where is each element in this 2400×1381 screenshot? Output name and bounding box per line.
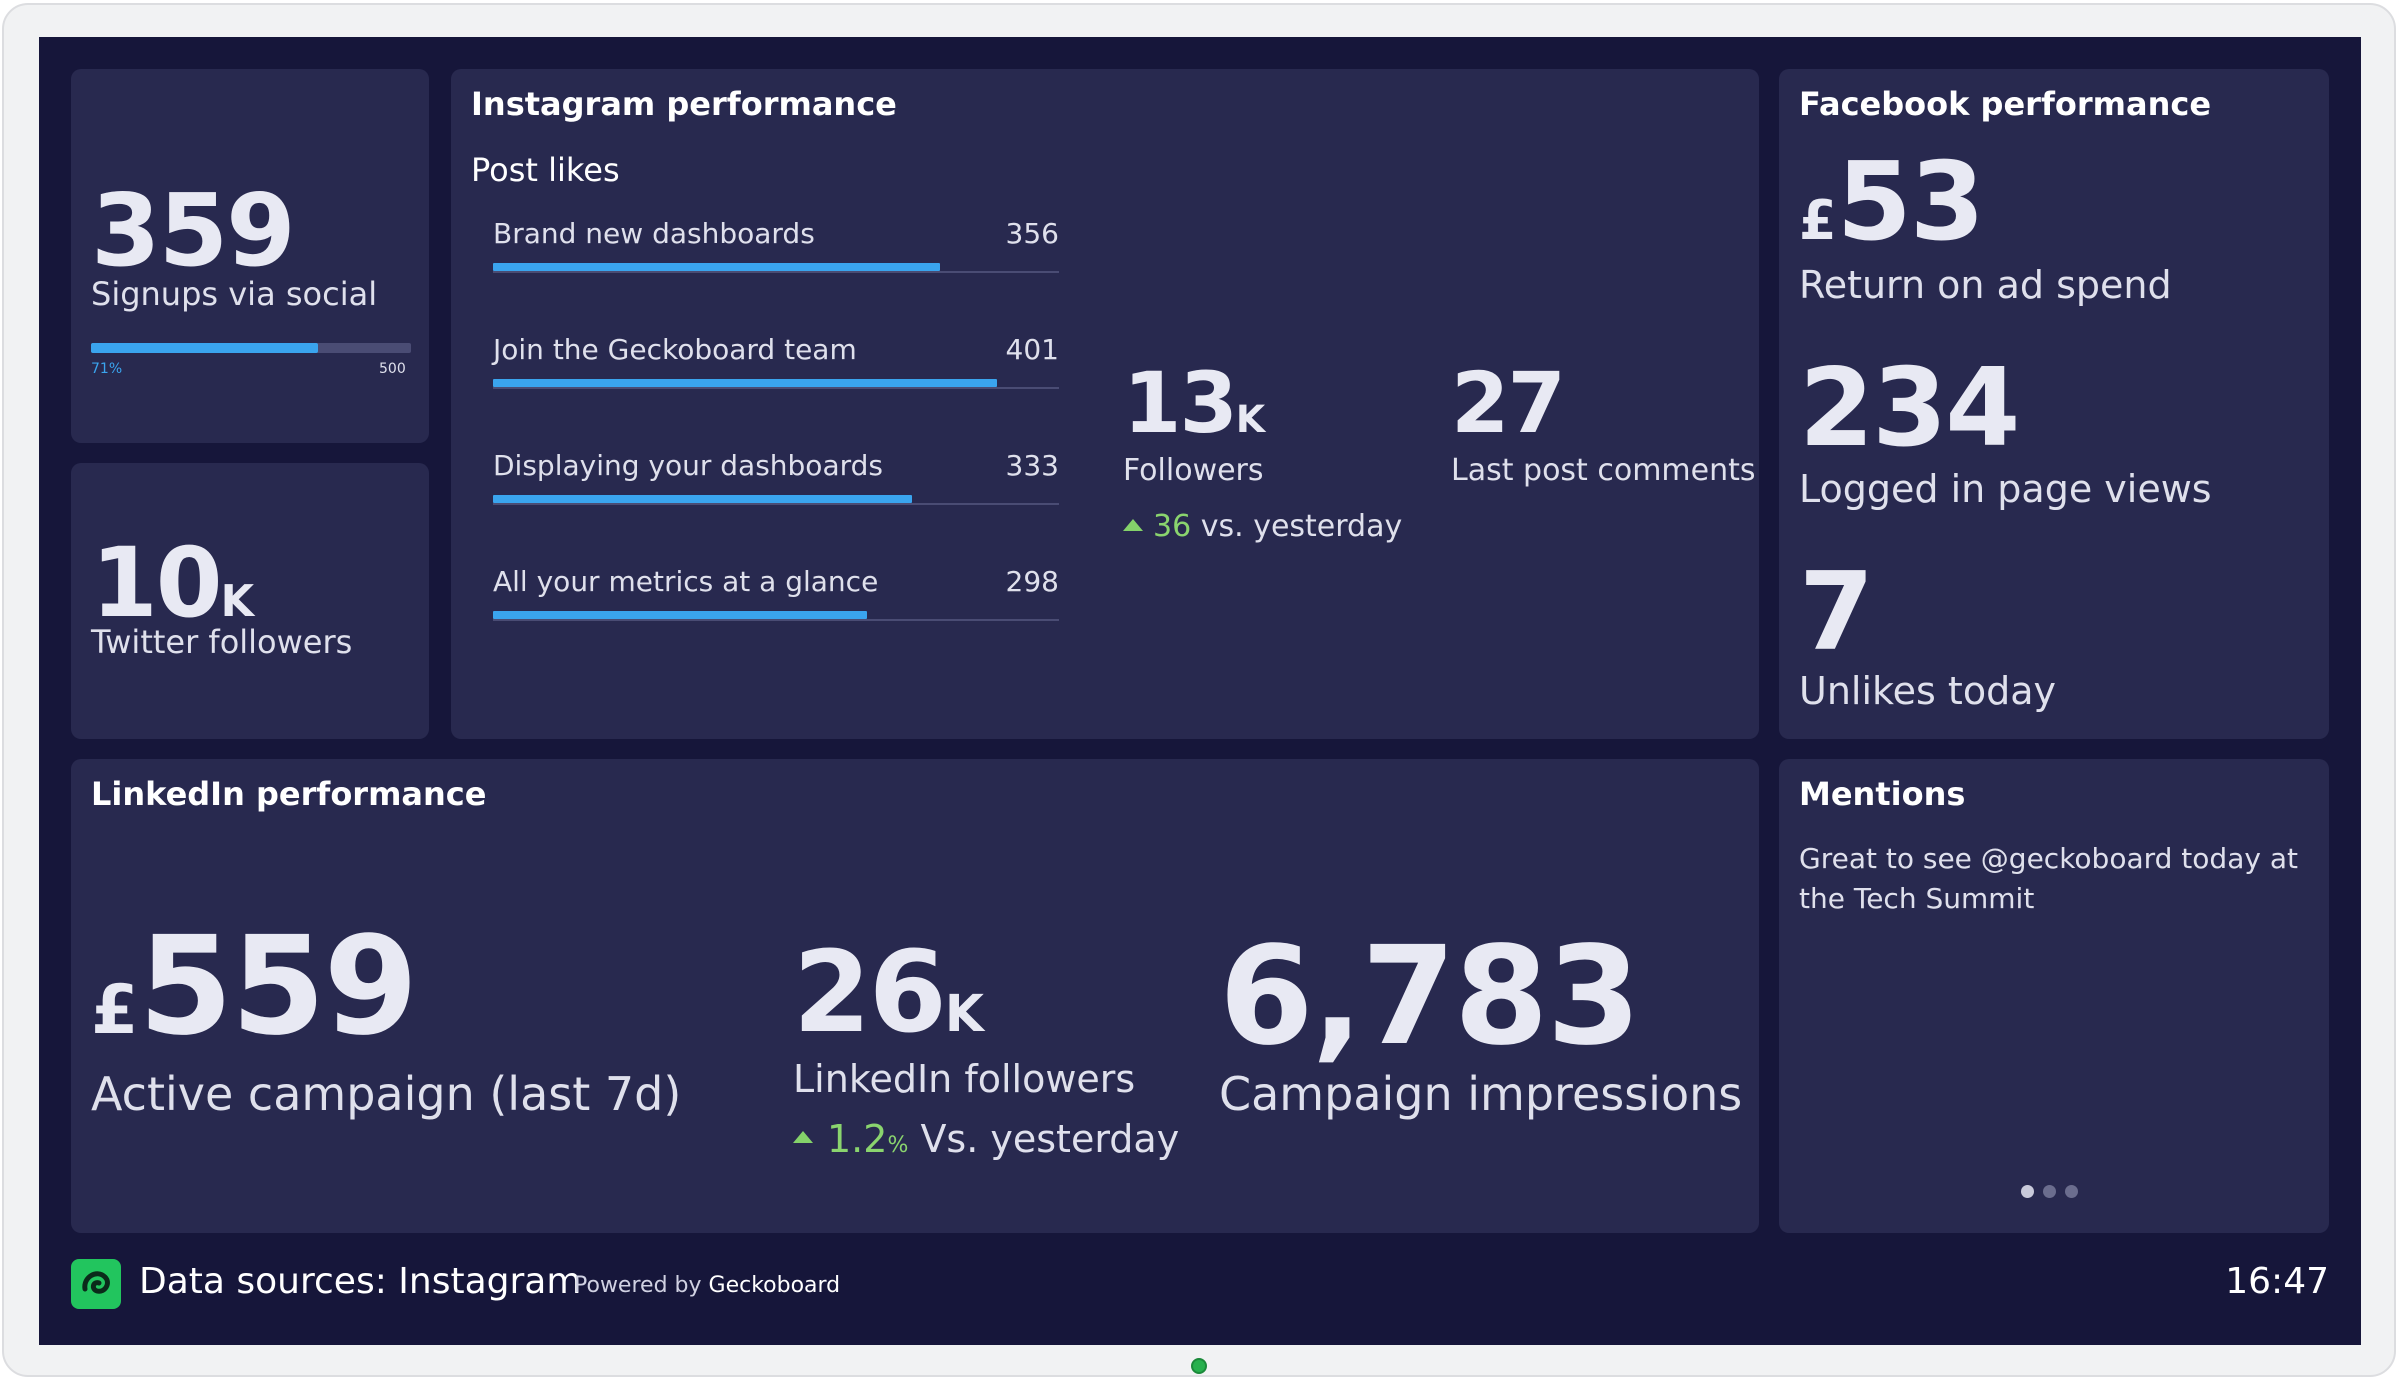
- signups-value: 359: [91, 172, 296, 289]
- instagram-widget: Instagram performance Post likes Brand n…: [451, 69, 1759, 739]
- roas-currency: £: [1799, 189, 1837, 252]
- twitter-suffix: K: [220, 577, 255, 627]
- post-bar-track: [493, 387, 1059, 389]
- page-dot[interactable]: [2043, 1185, 2056, 1198]
- instagram-title: Instagram performance: [471, 85, 897, 123]
- twitter-widget: 10K Twitter followers: [71, 463, 429, 739]
- campaign-label: Active campaign (last 7d): [91, 1067, 682, 1121]
- post-label: Displaying your dashboards: [493, 449, 883, 482]
- powered-by: Powered by Geckoboard: [574, 1273, 840, 1298]
- campaign-value: £559: [91, 919, 418, 1055]
- linkedin-followers-delta: 1.2% Vs. yesterday: [827, 1117, 1179, 1161]
- post-value: 298: [1005, 565, 1059, 598]
- post-bar-track: [493, 503, 1059, 505]
- post-bar: [493, 379, 997, 387]
- signups-progress-fill: [91, 343, 319, 353]
- signups-goal-label: 500: [379, 361, 406, 377]
- post-bar-track: [493, 271, 1059, 273]
- mentions-widget: Mentions Great to see @geckoboard today …: [1779, 759, 2329, 1233]
- page-views-label: Logged in page views: [1799, 467, 2212, 511]
- power-led: [1191, 1358, 1207, 1374]
- linkedin-delta-value: 1.2: [827, 1117, 888, 1161]
- impressions-value: 6,783: [1219, 918, 1641, 1076]
- post-value: 401: [1005, 333, 1059, 366]
- geckoboard-logo-icon: [71, 1259, 121, 1309]
- signups-label: Signups via social: [91, 275, 378, 313]
- powered-prefix: Powered by: [574, 1273, 702, 1298]
- mention-text: Great to see @geckoboard today at the Te…: [1799, 842, 2298, 915]
- post-label: Brand new dashboards: [493, 217, 815, 250]
- followers-number: 13: [1123, 354, 1238, 452]
- signups-progress-label: 71%: [91, 361, 123, 377]
- roas-value: £53: [1799, 149, 1985, 257]
- post-value: 356: [1005, 217, 1059, 250]
- page-dot-active[interactable]: [2021, 1185, 2034, 1198]
- trend-up-icon: [793, 1131, 813, 1143]
- post-value: 333: [1005, 449, 1059, 482]
- followers-delta-value: 36: [1153, 509, 1192, 544]
- campaign-number: 559: [138, 908, 418, 1066]
- trend-up-icon: [1123, 519, 1143, 531]
- roas-label: Return on ad spend: [1799, 263, 2172, 307]
- twitter-value: 10K: [91, 535, 254, 631]
- post-label: All your metrics at a glance: [493, 565, 879, 598]
- powered-brand: Geckoboard: [708, 1273, 841, 1298]
- post-likes-title: Post likes: [471, 151, 620, 189]
- data-sources-label: Data sources: Instagram: [139, 1261, 582, 1302]
- page-views-value: 234: [1799, 346, 2020, 471]
- campaign-currency: £: [91, 971, 139, 1050]
- instagram-followers-label: Followers: [1123, 453, 1264, 488]
- twitter-number: 10: [91, 527, 223, 639]
- post-bar: [493, 263, 941, 271]
- linkedin-followers-suffix: K: [944, 984, 984, 1043]
- comments-label: Last post comments: [1451, 453, 1756, 488]
- mentions-title: Mentions: [1799, 775, 1966, 813]
- linkedin-title: LinkedIn performance: [91, 775, 487, 813]
- followers-delta-label: vs. yesterday: [1200, 509, 1403, 544]
- instagram-followers-value: 13K: [1123, 361, 1265, 445]
- post-bar-track: [493, 619, 1059, 621]
- signups-progress-track: [91, 343, 411, 353]
- post-bar: [493, 611, 867, 619]
- roas-number: 53: [1836, 140, 1985, 265]
- unlikes-value: 7: [1799, 550, 1874, 675]
- facebook-title: Facebook performance: [1799, 85, 2212, 123]
- page-dot[interactable]: [2065, 1185, 2078, 1198]
- signups-widget: 359 Signups via social 71% 500: [71, 69, 429, 443]
- clock: 16:47: [2225, 1261, 2329, 1302]
- comments-value: 27: [1451, 354, 1566, 452]
- linkedin-delta-label: Vs. yesterday: [920, 1117, 1180, 1161]
- impressions-label: Campaign impressions: [1219, 1067, 1743, 1121]
- dashboard-screen: 359 Signups via social 71% 500 10K Twitt…: [39, 37, 2361, 1345]
- linkedin-followers-value: 26K: [793, 937, 984, 1049]
- post-bar: [493, 495, 912, 503]
- followers-suffix: K: [1235, 397, 1266, 441]
- linkedin-delta-unit: %: [887, 1133, 909, 1158]
- facebook-widget: Facebook performance £53 Return on ad sp…: [1779, 69, 2329, 739]
- post-label: Join the Geckoboard team: [493, 333, 857, 366]
- linkedin-followers-label: LinkedIn followers: [793, 1057, 1136, 1101]
- linkedin-widget: LinkedIn performance £559 Active campaig…: [71, 759, 1759, 1233]
- unlikes-label: Unlikes today: [1799, 669, 2056, 713]
- instagram-followers-delta: 36 vs. yesterday: [1153, 509, 1402, 544]
- linkedin-followers-number: 26: [793, 928, 947, 1058]
- twitter-label: Twitter followers: [91, 623, 353, 661]
